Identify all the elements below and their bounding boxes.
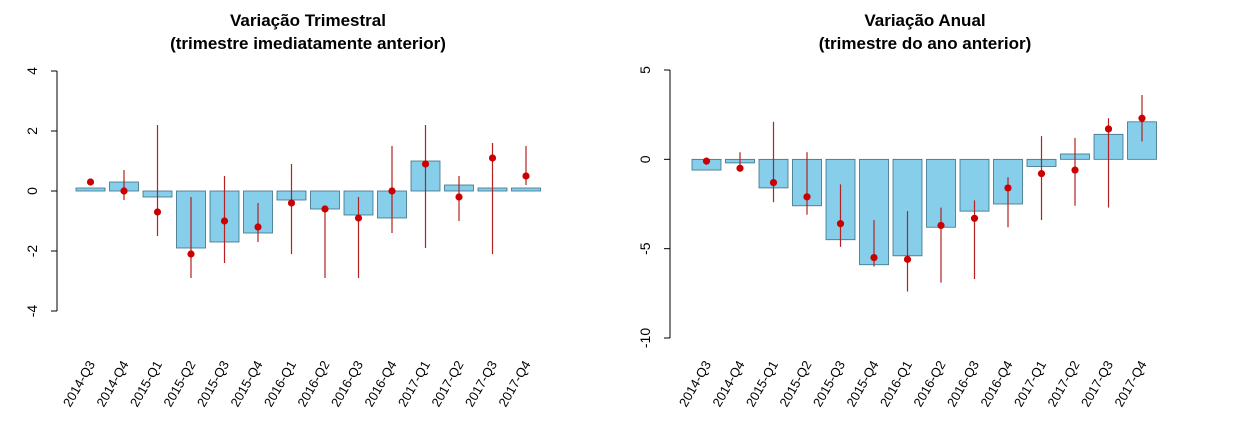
data-point — [187, 250, 195, 258]
chart-title: Variação Trimestral — [230, 11, 386, 30]
data-point — [455, 193, 463, 201]
data-point — [388, 187, 396, 195]
data-point — [903, 255, 912, 263]
data-point — [220, 217, 229, 225]
data-point — [488, 154, 497, 162]
data-point — [1004, 184, 1012, 192]
data-point — [937, 221, 945, 230]
data-point — [836, 220, 845, 228]
data-point — [870, 254, 878, 262]
chart-subtitle: (trimestre imediatamente anterior) — [170, 34, 446, 53]
data-point — [803, 193, 811, 201]
data-point — [287, 199, 296, 207]
bar — [75, 187, 106, 192]
data-point — [522, 172, 530, 180]
data-point — [970, 214, 979, 222]
y-tick-label: 5 — [637, 66, 653, 74]
data-point — [1071, 166, 1079, 174]
data-point — [153, 208, 162, 216]
chart-panel-annual: Variação Anual (trimestre do ano anterio… — [637, 11, 1157, 409]
data-point — [736, 164, 744, 172]
data-point — [769, 178, 778, 187]
data-point — [254, 223, 262, 231]
y-tick-label: 0 — [24, 187, 40, 195]
y-tick-label: -4 — [24, 305, 40, 318]
y-tick-label: 4 — [24, 67, 40, 75]
data-point — [702, 157, 711, 165]
data-point — [120, 187, 128, 195]
data-point — [1104, 125, 1113, 133]
bar — [511, 187, 541, 192]
y-tick-label: -10 — [637, 328, 653, 348]
data-point — [1138, 114, 1146, 122]
chart-subtitle: (trimestre do ano anterior) — [819, 34, 1032, 53]
chart-title: Variação Anual — [864, 11, 985, 30]
data-point — [86, 178, 95, 186]
y-tick-label: 2 — [24, 127, 40, 135]
chart-panel-quarterly: Variação Trimestral (trimestre imediatam… — [24, 11, 541, 409]
x-tick-label: 2017-Q4 — [1111, 358, 1149, 409]
data-point — [321, 205, 329, 213]
y-tick-label: 0 — [637, 155, 653, 163]
y-tick-label: -2 — [24, 245, 40, 258]
data-point — [354, 214, 363, 222]
y-tick-label: -5 — [637, 242, 653, 255]
x-tick-label: 2017-Q4 — [495, 358, 533, 409]
data-point — [421, 160, 430, 168]
data-point — [1037, 170, 1046, 178]
